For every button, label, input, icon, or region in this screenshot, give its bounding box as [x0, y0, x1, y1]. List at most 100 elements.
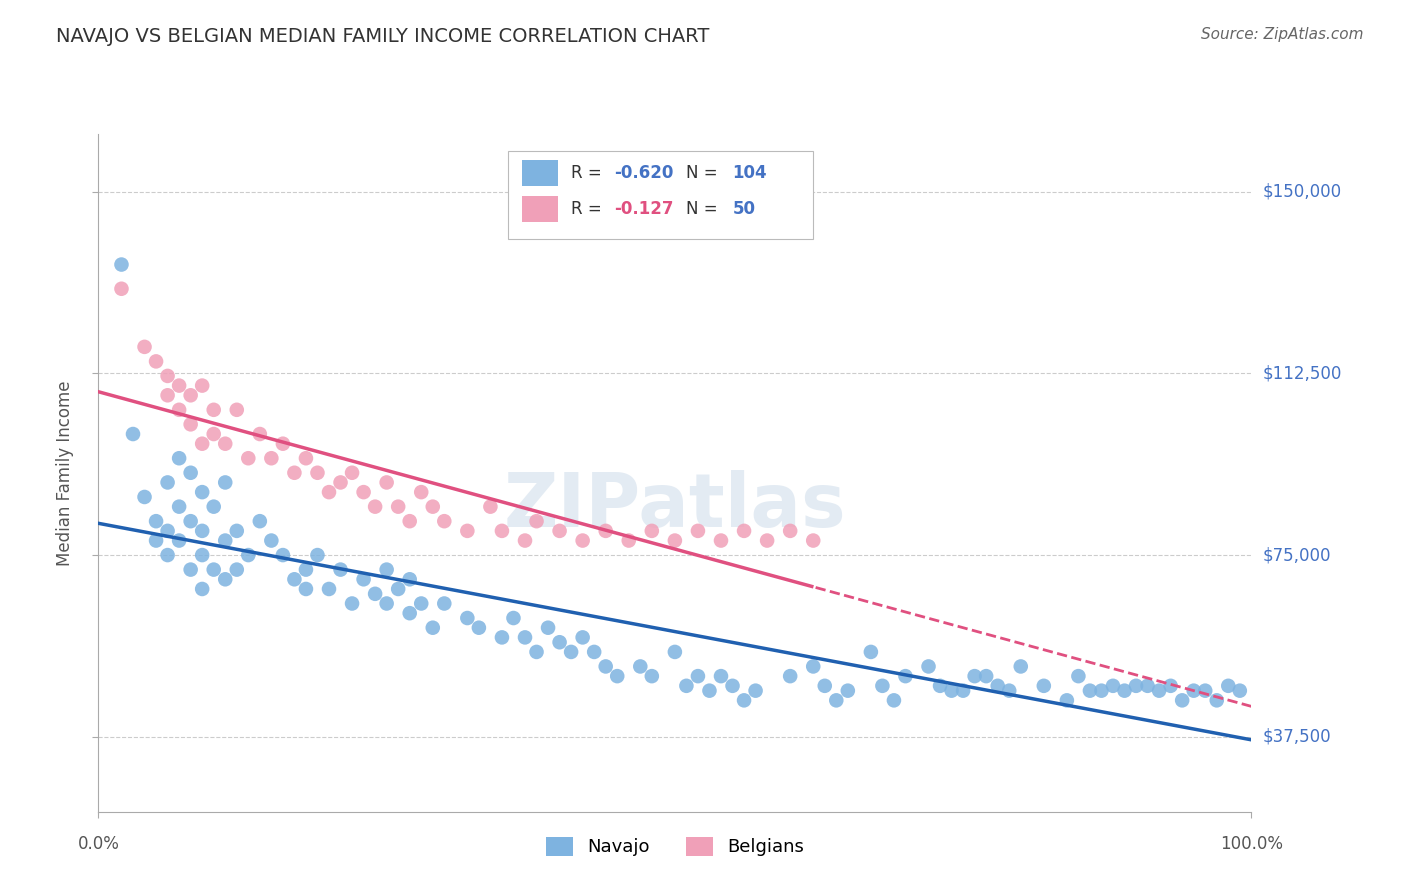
- Point: [491, 524, 513, 538]
- Point: [837, 683, 859, 698]
- Point: [686, 524, 709, 538]
- Point: [422, 500, 444, 514]
- Point: [156, 524, 179, 538]
- Point: [733, 524, 755, 538]
- Point: [710, 533, 733, 548]
- Point: [260, 533, 283, 548]
- Point: [225, 563, 247, 577]
- Point: [214, 475, 236, 490]
- Point: [814, 679, 837, 693]
- Point: [733, 693, 755, 707]
- Text: -0.127: -0.127: [614, 200, 673, 218]
- Point: [202, 427, 225, 442]
- Text: ZIPatlas: ZIPatlas: [503, 470, 846, 543]
- Point: [214, 533, 236, 548]
- Point: [1056, 693, 1078, 707]
- Point: [156, 368, 179, 383]
- Point: [664, 645, 686, 659]
- Point: [180, 563, 202, 577]
- Point: [156, 548, 179, 562]
- Point: [537, 621, 560, 635]
- Point: [225, 524, 247, 538]
- Point: [167, 402, 190, 417]
- Point: [1218, 679, 1240, 693]
- FancyBboxPatch shape: [508, 151, 813, 239]
- Point: [779, 524, 801, 538]
- Point: [526, 514, 548, 528]
- Text: N =: N =: [686, 200, 723, 218]
- Point: [398, 606, 420, 620]
- Point: [156, 475, 179, 490]
- Point: [548, 635, 571, 649]
- Point: [1147, 683, 1170, 698]
- Point: [167, 500, 190, 514]
- Point: [202, 500, 225, 514]
- Point: [1194, 683, 1216, 698]
- Text: Source: ZipAtlas.com: Source: ZipAtlas.com: [1201, 27, 1364, 42]
- Point: [318, 582, 340, 596]
- Text: -0.620: -0.620: [614, 164, 673, 182]
- Point: [145, 514, 167, 528]
- Point: [398, 514, 420, 528]
- Point: [628, 659, 651, 673]
- Point: [145, 354, 167, 368]
- Point: [1102, 679, 1125, 693]
- Point: [699, 683, 721, 698]
- Point: [1229, 683, 1251, 698]
- Point: [686, 669, 709, 683]
- Point: [779, 669, 801, 683]
- Point: [110, 258, 132, 272]
- Point: [191, 378, 214, 392]
- Point: [134, 490, 156, 504]
- Point: [1160, 679, 1182, 693]
- Point: [1067, 669, 1090, 683]
- Point: [180, 514, 202, 528]
- Point: [433, 514, 456, 528]
- Point: [283, 572, 305, 586]
- Point: [433, 597, 456, 611]
- Point: [387, 582, 409, 596]
- Point: [134, 340, 156, 354]
- Point: [571, 533, 593, 548]
- FancyBboxPatch shape: [522, 196, 558, 222]
- Point: [214, 572, 236, 586]
- Point: [340, 466, 363, 480]
- Point: [595, 524, 617, 538]
- Point: [952, 683, 974, 698]
- Point: [664, 533, 686, 548]
- Point: [974, 669, 997, 683]
- Point: [456, 611, 478, 625]
- Point: [167, 451, 190, 466]
- Point: [502, 611, 524, 625]
- Point: [156, 388, 179, 402]
- Point: [260, 451, 283, 466]
- Text: 0.0%: 0.0%: [77, 836, 120, 854]
- Point: [249, 514, 271, 528]
- Point: [364, 587, 387, 601]
- Point: [180, 417, 202, 432]
- Point: [1171, 693, 1194, 707]
- Point: [513, 631, 536, 645]
- Point: [479, 500, 502, 514]
- Point: [675, 679, 697, 693]
- Text: 104: 104: [733, 164, 768, 182]
- Text: R =: R =: [571, 200, 607, 218]
- Point: [307, 466, 329, 480]
- Point: [214, 436, 236, 450]
- Text: NAVAJO VS BELGIAN MEDIAN FAMILY INCOME CORRELATION CHART: NAVAJO VS BELGIAN MEDIAN FAMILY INCOME C…: [56, 27, 710, 45]
- Point: [859, 645, 882, 659]
- Point: [1032, 679, 1054, 693]
- FancyBboxPatch shape: [522, 161, 558, 186]
- Point: [998, 683, 1021, 698]
- Point: [595, 659, 617, 673]
- Point: [191, 485, 214, 500]
- Point: [963, 669, 986, 683]
- Point: [801, 533, 824, 548]
- Point: [917, 659, 939, 673]
- Text: R =: R =: [571, 164, 607, 182]
- Point: [191, 436, 214, 450]
- Point: [411, 485, 433, 500]
- Text: $112,500: $112,500: [1263, 365, 1341, 383]
- Point: [375, 475, 398, 490]
- Point: [1010, 659, 1032, 673]
